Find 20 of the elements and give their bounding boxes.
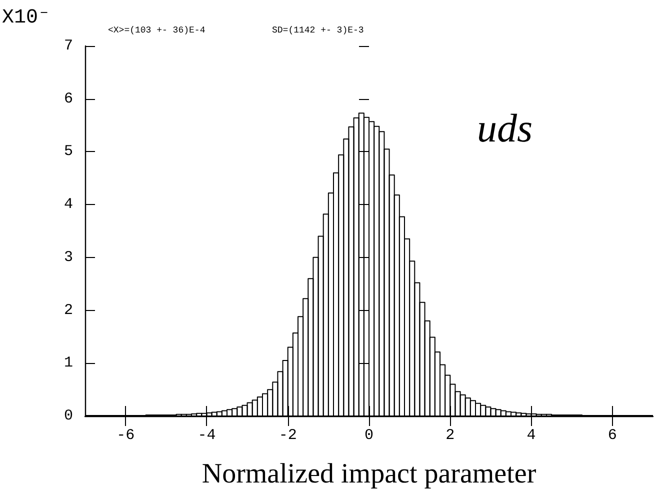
x-tick-label: -4 (198, 427, 216, 444)
x-tick-label: 6 (608, 427, 617, 444)
annotation: uds (477, 106, 533, 150)
y-tick-label: 0 (64, 408, 73, 424)
x-tick-label: 4 (526, 427, 536, 444)
x-tick-label: 0 (364, 427, 374, 444)
y-axis-title: X10⁻ (2, 6, 50, 30)
x-tick-label: -6 (116, 427, 135, 444)
x-tick-label: 2 (446, 427, 455, 444)
x-tick-label: -2 (278, 427, 297, 444)
y-tick-label: 7 (64, 38, 73, 54)
y-tick-label: 5 (64, 143, 73, 160)
y-tick-label: 4 (64, 196, 73, 214)
y-tick-label: 1 (64, 354, 73, 372)
text: <X>=(103 +- 36)E-4 (108, 26, 206, 36)
y-tick-label: 6 (64, 90, 73, 108)
y-tick-label: 2 (64, 302, 73, 319)
y-tick-label: 3 (64, 248, 73, 266)
x-axis-title: Normalized impact parameter (202, 458, 537, 490)
text: SD=(1142 +- 3)E-3 (272, 26, 364, 36)
